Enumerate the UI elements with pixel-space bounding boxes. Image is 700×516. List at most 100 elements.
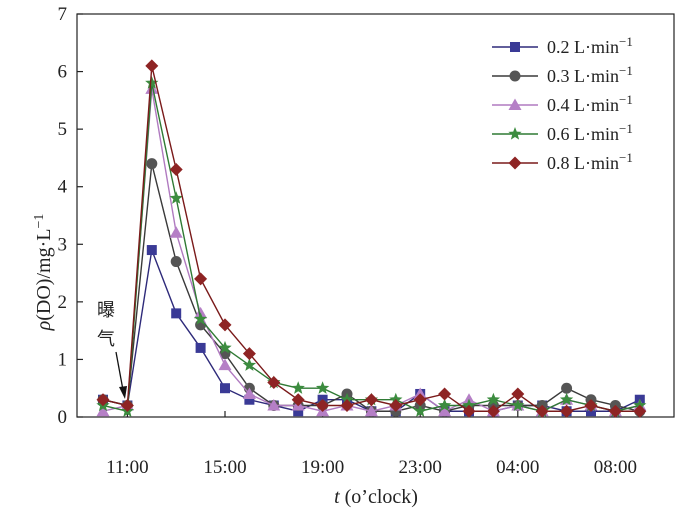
data-point-star — [242, 358, 257, 371]
data-point-circle — [146, 158, 158, 170]
series-layer — [96, 59, 647, 418]
y-tick-label: 2 — [58, 292, 68, 313]
y-axis-label-text: (DO)/mg·L — [33, 229, 55, 321]
annotation-line-1: 曝 — [97, 300, 115, 321]
legend-label-sup: −1 — [619, 150, 633, 165]
legend-marker-circle — [509, 70, 521, 82]
legend: 0.2 L·min−10.3 L·min−10.4 L·min−10.6 L·m… — [492, 34, 633, 174]
data-point-diamond — [438, 387, 452, 401]
y-tick-label: 4 — [58, 177, 68, 198]
data-point-diamond — [633, 404, 647, 418]
legend-label: 0.4 L·min−1 — [547, 92, 633, 116]
x-tick-label: 04:00 — [496, 457, 539, 478]
x-axis-label: t (o’clock) — [334, 486, 418, 508]
data-point-star — [486, 392, 501, 406]
legend-label-text: 0.6 L·min — [547, 124, 619, 144]
series-line — [102, 65, 640, 412]
data-point-diamond — [194, 272, 208, 286]
x-tick-label: 11:00 — [106, 457, 149, 478]
legend-marker-square — [510, 42, 520, 52]
data-point-star — [511, 398, 525, 412]
legend-marker-diamond — [508, 156, 522, 170]
data-point-diamond — [340, 398, 354, 412]
data-point-star — [169, 191, 183, 204]
data-point-triangle — [242, 387, 256, 399]
data-point-diamond — [169, 162, 183, 176]
legend-marker-star — [508, 127, 522, 140]
data-point-diamond — [608, 404, 622, 418]
legend-label-text: 0.2 L·min — [547, 37, 619, 57]
data-point-triangle — [218, 358, 232, 371]
data-point-star — [218, 340, 232, 354]
y-tick-label: 1 — [58, 349, 68, 370]
legend-label-sup: −1 — [619, 92, 633, 107]
data-point-diamond — [120, 398, 134, 412]
legend-label-text: 0.4 L·min — [547, 95, 619, 115]
data-point-square — [195, 342, 206, 353]
legend-label: 0.2 L·min−1 — [547, 34, 633, 58]
annotation-arrow-head — [119, 386, 127, 399]
y-tick-label: 7 — [58, 4, 68, 25]
annotation-arrow-shaft — [115, 351, 124, 391]
x-axis-label-italic: t — [334, 486, 340, 508]
y-tick-label: 5 — [58, 119, 68, 140]
legend-label-sup: −1 — [619, 121, 633, 136]
data-point-star — [145, 76, 159, 89]
data-point-star — [291, 381, 305, 394]
legend-label: 0.8 L·min−1 — [547, 150, 633, 174]
data-point-star — [193, 312, 208, 325]
data-point-diamond — [267, 375, 281, 389]
data-point-star — [437, 398, 452, 412]
y-axis-label-rho: ρ — [33, 321, 55, 332]
y-axis-label: ρ(DO)/mg·L−1 — [32, 214, 56, 332]
legend-marker-triangle — [508, 98, 522, 110]
x-axis: 11:00 15:00 19:00 23:00 04:00 08:00 — [106, 411, 637, 478]
data-point-diamond — [535, 404, 549, 418]
series-diamond — [96, 59, 647, 418]
data-point-diamond — [389, 398, 403, 412]
data-point-star — [413, 404, 427, 417]
legend-label-sup: −1 — [619, 63, 633, 78]
data-point-star — [559, 392, 574, 406]
data-point-star — [315, 381, 330, 394]
legend-label: 0.3 L·min−1 — [547, 63, 633, 87]
data-point-square — [171, 308, 182, 319]
data-point-triangle — [267, 398, 281, 411]
data-point-triangle — [169, 226, 183, 238]
data-point-square — [293, 406, 304, 417]
legend-label-text: 0.8 L·min — [547, 153, 619, 173]
data-point-diamond — [145, 59, 159, 73]
data-point-diamond — [242, 347, 256, 361]
plot-frame — [76, 13, 675, 418]
data-point-circle — [561, 382, 573, 394]
data-point-diamond — [560, 404, 574, 418]
series-line — [102, 247, 641, 412]
data-point-square — [244, 394, 255, 405]
data-point-diamond — [218, 318, 232, 332]
data-point-triangle — [413, 387, 427, 399]
data-point-diamond — [291, 393, 305, 407]
legend-label-text: 0.3 L·min — [547, 66, 619, 86]
data-point-triangle — [438, 404, 452, 417]
x-tick-label: 23:00 — [399, 457, 442, 478]
x-axis-label-text: (o’clock) — [340, 486, 418, 508]
x-tick-label: 08:00 — [594, 457, 637, 478]
y-tick-label: 0 — [58, 407, 68, 428]
x-tick-label: 19:00 — [301, 457, 344, 478]
data-point-diamond — [316, 398, 330, 412]
data-point-diamond — [511, 387, 525, 401]
x-tick-label: 15:00 — [203, 457, 246, 478]
y-axis: 0 1 2 3 4 5 6 7 — [58, 4, 83, 428]
annotation-line-2: 气 — [97, 329, 115, 350]
y-tick-label: 3 — [58, 234, 68, 255]
y-tick-label: 6 — [58, 62, 68, 83]
data-point-diamond — [486, 404, 500, 418]
data-point-square — [220, 383, 230, 394]
data-point-triangle — [364, 404, 378, 417]
data-point-diamond — [413, 393, 427, 407]
y-axis-label-sup: −1 — [32, 214, 47, 229]
data-point-diamond — [96, 393, 110, 407]
legend-label-sup: −1 — [619, 34, 633, 49]
data-point-circle — [170, 256, 182, 268]
